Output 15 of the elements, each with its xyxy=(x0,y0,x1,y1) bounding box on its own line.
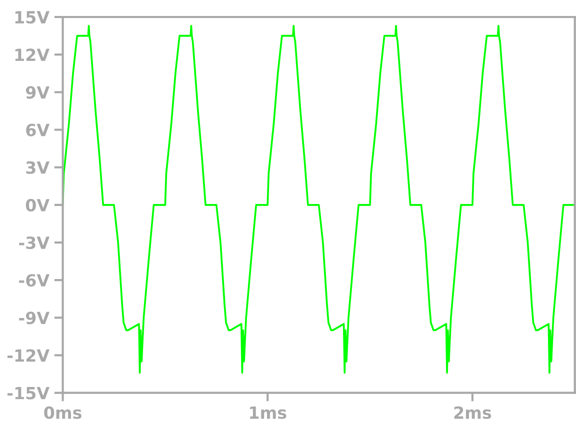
y-tick-label: 15V xyxy=(15,11,50,24)
line-series xyxy=(62,24,575,374)
x-tick-label: 1ms xyxy=(250,406,286,419)
y-tick-label: -6V xyxy=(19,274,50,287)
y-tick-label: 3V xyxy=(26,161,50,174)
y-tick-label: -3V xyxy=(19,236,50,250)
y-tick-label: 12V xyxy=(15,48,50,61)
x-tick-label: 2ms xyxy=(454,406,492,419)
y-tick-label: -9V xyxy=(19,312,50,324)
y-tick-label: -12V xyxy=(7,349,50,362)
y-tick-label: 9V xyxy=(26,86,50,99)
x-tick-label: 0ms xyxy=(44,406,82,419)
y-tick-label: -15V xyxy=(7,387,50,400)
y-tick-label: 0V xyxy=(26,198,50,212)
y-tick-label: 6V xyxy=(26,124,50,136)
